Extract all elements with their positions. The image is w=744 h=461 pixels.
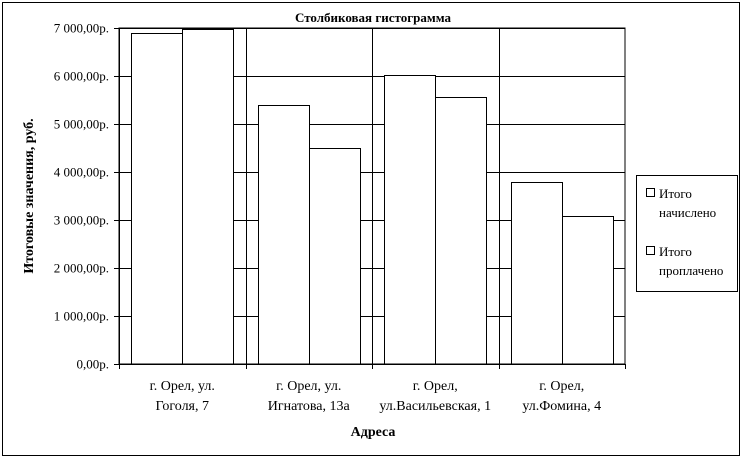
y-tick-label: 1 000,00р. <box>54 309 109 324</box>
y-tick-label: 3 000,00р. <box>54 213 109 228</box>
x-tick-label: Гоголя, 7 <box>156 399 210 414</box>
x-tick-label: ул.Васильевская, 1 <box>379 399 491 414</box>
legend-swatch-series-1 <box>646 188 655 197</box>
x-tick-label: г. Орел, <box>539 379 584 394</box>
bar-series-1 <box>511 182 563 365</box>
bar-series-2 <box>562 216 614 365</box>
legend-swatch-series-2 <box>646 246 655 255</box>
x-tick-label: г. Орел, ул. <box>150 379 215 394</box>
bar-series-2 <box>435 97 487 365</box>
legend-label-series-2: Итого <box>659 244 692 259</box>
x-tick-label: Игнатова, 13а <box>268 399 351 414</box>
y-tick-label: 6 000,00р. <box>54 69 109 84</box>
y-axis-title: Итоговые значения, руб. <box>22 118 37 273</box>
bar-series-2 <box>182 29 234 365</box>
bar-series-2 <box>309 148 361 365</box>
bar-series-1 <box>258 105 310 365</box>
x-axis-title: Адреса <box>351 425 396 440</box>
chart-title: Столбиковая гистограмма <box>295 10 451 25</box>
x-tick-label: ул.Фомина, 4 <box>522 399 601 414</box>
y-tick-label: 4 000,00р. <box>54 165 109 180</box>
x-tick-label: г. Орел, ул. <box>276 379 341 394</box>
x-tick-label: г. Орел, <box>413 379 458 394</box>
y-tick-label: 7 000,00р. <box>54 21 109 36</box>
legend-label-series-1: начислено <box>659 205 716 220</box>
y-tick-label: 5 000,00р. <box>54 117 109 132</box>
y-tick-label: 0,00р. <box>77 357 110 372</box>
bar-series-1 <box>384 75 436 365</box>
legend-label-series-1: Итого <box>659 186 692 201</box>
legend-label-series-2: проплачено <box>659 263 723 278</box>
bar-series-1 <box>131 33 183 365</box>
y-tick-label: 2 000,00р. <box>54 261 109 276</box>
